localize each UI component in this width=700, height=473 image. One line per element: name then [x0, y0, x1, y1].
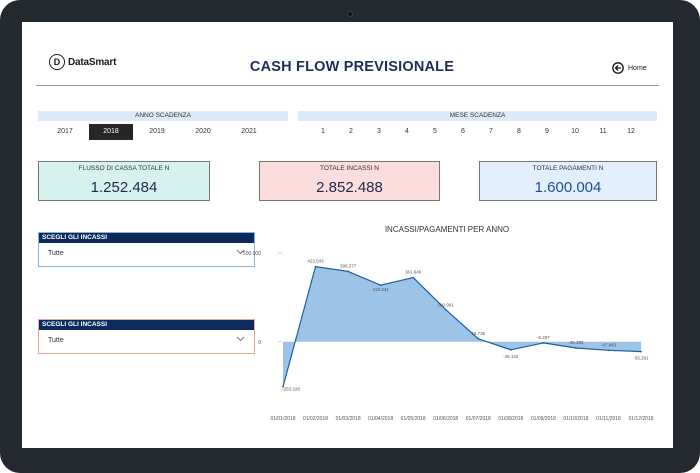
kpi-card-pagamenti: TOTALE PAGAMENTI N 1.600.004 [479, 161, 657, 201]
month-option[interactable]: 12 [627, 128, 635, 135]
year-option[interactable]: 2019 [149, 128, 165, 135]
month-option[interactable]: 8 [517, 128, 521, 135]
cash-flow-area-chart: 0 500.000 -253.228 423.543 396.277 318.341 361… [243, 251, 654, 422]
dropdown-value: Tutte [48, 337, 64, 344]
data-label: 361.649 [405, 270, 422, 275]
data-point [509, 348, 512, 351]
y-tick-label: 500.000 [243, 251, 261, 257]
home-label: Home [628, 64, 647, 72]
month-option[interactable]: 6 [461, 128, 465, 135]
month-option[interactable]: 9 [545, 128, 549, 135]
kpi-label: TOTALE INCASSI N [320, 165, 379, 172]
dropdown-field[interactable]: Tutte [39, 330, 254, 353]
logo: D DataSmart [49, 54, 116, 70]
data-label: 396.277 [340, 263, 357, 268]
x-tick-label: 01/10/2018 [563, 416, 588, 422]
x-tick-label: 01/07/2018 [466, 416, 491, 422]
area-fill [283, 266, 641, 387]
data-label: -47.943 [601, 342, 617, 347]
data-label: -253.228 [282, 387, 300, 392]
x-tick-label: 01/03/2018 [336, 416, 361, 422]
data-label: -35.385 [568, 340, 584, 345]
year-option[interactable]: 2020 [195, 128, 211, 135]
data-point [412, 276, 415, 279]
kpi-label: TOTALE PAGAMENTI N [532, 165, 604, 172]
camera-dot [347, 11, 353, 17]
kpi-card-flusso: FLUSSO DI CASSA TOTALE N 1.252.484 [38, 161, 210, 201]
kpi-value: 2.852.488 [316, 179, 383, 196]
dropdown-value: Tutte [48, 250, 64, 257]
logo-icon: D [49, 54, 65, 70]
data-point [444, 308, 447, 311]
x-tick-label: 01/11/2018 [596, 416, 621, 422]
data-point [640, 350, 642, 353]
month-option[interactable]: 11 [599, 128, 607, 135]
data-label: 180.991 [438, 303, 455, 308]
data-point [314, 265, 317, 268]
kpi-label: FLUSSO DI CASSA TOTALE N [78, 165, 170, 172]
x-tick-label: 01/12/2018 [628, 416, 653, 422]
data-point [477, 337, 480, 340]
x-tick-label: 01/02/2018 [303, 416, 328, 422]
x-tick-label: 01/04/2018 [368, 416, 393, 422]
data-label: 423.543 [307, 259, 324, 264]
incassi-filter-dropdown[interactable]: SCEGLI GLI INCASSI Tutte [38, 232, 255, 267]
x-tick-label: 01/09/2018 [531, 416, 556, 422]
chevron-down-icon[interactable] [236, 336, 245, 342]
data-label: -45.132 [503, 354, 519, 359]
month-option[interactable]: 1 [321, 128, 325, 135]
data-label: -55.261 [633, 356, 649, 361]
x-tick-label: 01/01/2018 [270, 416, 295, 422]
series-line [282, 266, 642, 387]
data-point [607, 349, 610, 352]
dashboard-screen: D DataSmart CASH FLOW PREVISIONALE Home … [22, 22, 673, 448]
data-label: 318.341 [372, 287, 389, 292]
data-point [379, 284, 382, 287]
dropdown-header: SCEGLI GLI INCASSI [39, 233, 254, 243]
year-option-selected[interactable]: 2018 [89, 124, 133, 140]
month-option[interactable]: 2 [349, 128, 353, 135]
home-button[interactable]: Home [612, 62, 647, 74]
month-option[interactable]: 4 [405, 128, 409, 135]
x-tick-label: 01/05/2018 [401, 416, 426, 422]
month-option[interactable]: 7 [489, 128, 493, 135]
data-point [542, 342, 545, 344]
kpi-card-incassi: TOTALE INCASSI N 2.852.488 [259, 161, 440, 201]
x-tick-label: 01/08/2018 [498, 416, 523, 422]
dropdown-header: SCEGLI GLI INCASSI [39, 320, 254, 330]
year-slicer: 2017 2018 2019 2020 2021 [38, 124, 286, 140]
chart-title: INCASSI/PAGAMENTI PER ANNO [384, 225, 510, 234]
data-label: -6.297 [537, 335, 550, 340]
kpi-value: 1.252.484 [90, 179, 158, 196]
y-tick-label: 0 [258, 340, 261, 346]
chevron-down-icon[interactable] [236, 249, 245, 255]
month-option[interactable]: 10 [571, 128, 579, 135]
kpi-value: 1.600.004 [534, 179, 602, 196]
data-point [282, 385, 284, 388]
page-title: CASH FLOW PREVISIONALE [249, 59, 455, 75]
year-option[interactable]: 2021 [241, 128, 257, 135]
year-option[interactable]: 2017 [57, 128, 73, 135]
month-option[interactable]: 5 [433, 128, 437, 135]
header-divider [36, 85, 659, 86]
data-point [347, 270, 349, 273]
data-label: 16.735 [471, 331, 485, 336]
month-slicer-header: MESE SCADENZA [298, 111, 657, 121]
x-tick-label: 01/06/2018 [433, 416, 458, 422]
year-slicer-header: ANNO SCADENZA [38, 111, 288, 121]
month-option[interactable]: 3 [377, 128, 381, 135]
back-arrow-icon [612, 62, 624, 74]
logo-text: DataSmart [68, 56, 117, 68]
incassi-filter-dropdown-2[interactable]: SCEGLI GLI INCASSI Tutte [38, 319, 255, 354]
dropdown-field[interactable]: Tutte [39, 243, 254, 266]
data-point [575, 347, 577, 349]
